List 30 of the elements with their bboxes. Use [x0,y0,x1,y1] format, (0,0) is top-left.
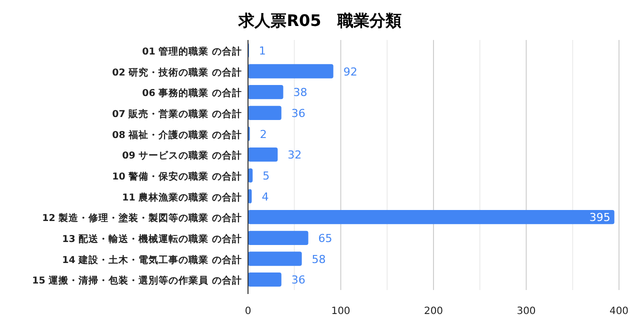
data-label: 1 [258,44,266,58]
data-label: 395 [589,211,610,224]
x-tick-label: 100 [331,306,350,317]
data-label: 36 [291,106,306,120]
data-label: 2 [260,128,267,141]
data-label: 58 [312,252,326,266]
y-tick-label: 01 管理的職業 の合計 [142,45,242,58]
y-tick-label: 15 運搬・清掃・包装・選別等の作業員 の合計 [32,274,242,287]
data-label: 5 [262,169,270,182]
y-tick-label: 10 警備・保安の職業 の合計 [112,170,242,182]
data-label: 4 [262,190,269,204]
x-tick-label: 0 [244,306,252,317]
data-label: 32 [288,148,302,162]
data-label: 65 [318,232,332,245]
y-tick-label: 14 建設・土木・電気工事の職業 の合計 [62,254,242,266]
y-tick-label: 02 研究・技術の職業 の合計 [112,66,242,78]
y-tick-label: 06 事務的職業 の合計 [142,87,242,100]
x-tick-label: 200 [424,306,444,317]
data-label: 36 [291,274,306,287]
y-tick-label: 09 サービスの職業 の合計 [122,150,242,162]
data-label: 92 [343,65,358,78]
chart-title: 求人票R05 職業分類 [238,11,402,30]
y-tick-label: 08 福祉・介護の職業 の合計 [112,128,242,141]
y-tick-label: 11 農林漁業の職業 の合計 [122,191,242,204]
y-tick-label: 12 製造・修理・塗装・製図等の職業 の合計 [42,212,242,224]
y-tick-label: 07 販売・営業の職業 の合計 [112,108,242,120]
y-tick-label: 13 配送・輸送・機械運転の職業 の合計 [62,232,242,245]
x-tick-label: 300 [516,306,536,317]
data-label: 38 [293,86,308,100]
x-tick-label: 400 [609,306,629,317]
